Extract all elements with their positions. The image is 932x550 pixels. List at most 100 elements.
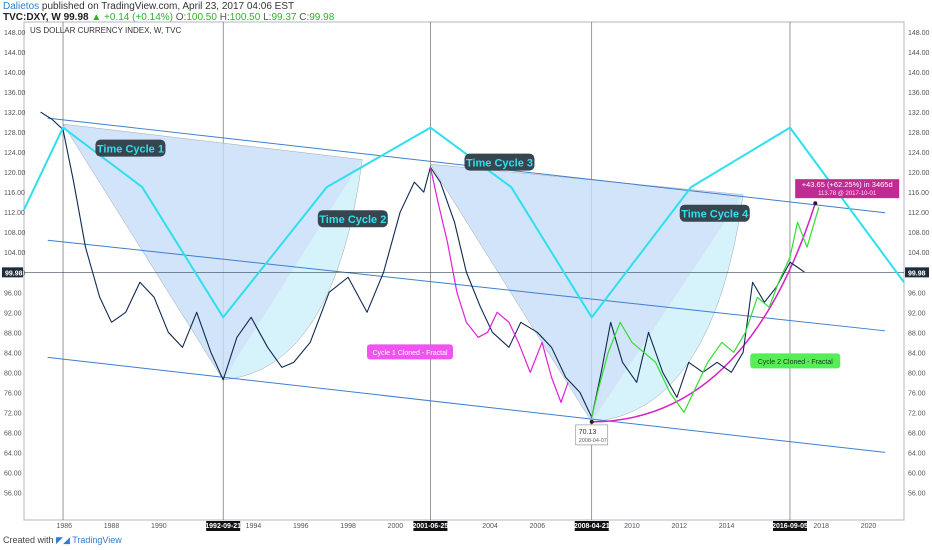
annotation-fractal-2-text: Cycle 2 Cloned - Fractal [758,359,834,366]
annotation-time-cycle-4[interactable]: Time Cycle 4 [679,204,750,222]
publish-line: Dalietos published on TradingView.com, A… [3,1,294,12]
measure-label-line1: +43.65 (+62.25%) in 3465d [802,180,893,189]
y-tick-right: 92.00 [908,310,926,317]
date-marker-bg [413,521,448,531]
measure-label-line2: 113.78 @ 2017-10-01 [818,191,877,197]
high-value: 100.50 [229,12,261,23]
annotation-time-cycle-3[interactable]: Time Cycle 3 [464,153,535,171]
target-point-marker [813,201,818,206]
annotation-time-cycle-2-text: Time Cycle 2 [319,214,386,226]
y-tick-left: 88.00 [4,330,22,337]
change-value: ▲ +0.14 (+0.14%) [91,12,173,23]
y-tick-left: 112.00 [4,210,25,217]
measure-label[interactable]: +43.65 (+62.25%) in 3465d 113.78 @ 2017-1… [795,179,900,199]
channel-line-1 [47,239,886,332]
y-tick-left: 132.00 [4,110,26,117]
y-tick-left: 56.00 [4,490,22,497]
x-tick-label: 1988 [104,523,120,530]
y-tick-left: 124.00 [4,150,26,157]
x-tick-label: 2010 [624,523,640,530]
x-tick-label: 2018 [813,523,829,530]
y-tick-left: 148.00 [4,30,26,37]
x-tick-label: 2006 [530,523,546,530]
y-tick-right: 72.00 [908,410,926,417]
x-tick-label: 2014 [719,523,735,530]
publish-info: published on TradingView.com, April 23, … [41,1,295,12]
y-tick-right: 132.00 [908,110,930,117]
close-value: 99.98 [309,12,335,23]
annotation-time-cycle-3-box [464,153,535,171]
annotation-time-cycle-4-box [679,204,750,222]
y-tick-right: 60.00 [908,470,926,477]
date-marker-bg [772,521,807,531]
low-label[interactable]: 70.13 2008-04-07 [575,424,609,446]
date-marker-label: 2016-09-05 [772,523,808,530]
y-tick-left: 116.00 [4,190,25,197]
last-price: 99.98 [63,12,89,23]
price-tag-left-bg [2,267,23,278]
annotation-time-cycle-2[interactable]: Time Cycle 2 [317,210,388,228]
y-tick-left: 140.00 [4,70,26,77]
y-tick-right: 68.00 [908,430,926,437]
y-tick-right: 56.00 [908,490,926,497]
y-tick-right: 136.00 [908,90,930,97]
y-tick-right: 120.00 [908,170,930,177]
low-label: L: [263,12,272,23]
annotation-fractal-1-box [367,344,454,360]
high-label: H: [219,12,230,23]
y-tick-left: 108.00 [4,230,26,237]
y-tick-right: 80.00 [908,370,926,377]
ohlc-line: TVC:DXY, W 99.98 ▲ +0.14 (+0.14%) O:100.… [3,12,334,23]
annotation-fractal-1[interactable]: Cycle 1 Cloned - Fractal [367,344,454,360]
author-link[interactable]: Dalietos [3,1,40,12]
y-tick-left: 92.00 [4,310,22,317]
annotation-time-cycle-1[interactable]: Time Cycle 1 [95,139,166,157]
annotation-fractal-1-text: Cycle 1 Cloned - Fractal [372,350,448,357]
y-tick-left: 136.00 [4,90,26,97]
annotation-time-cycle-3-text: Time Cycle 3 [466,158,533,170]
y-tick-right: 116.00 [908,190,929,197]
channel-line-2 [47,356,886,453]
tradingview-logo-icon[interactable]: ◤◢ [56,535,70,545]
series-line-3 [23,126,905,319]
tradingview-brand[interactable]: TradingView [72,535,122,545]
x-tick-label: 1996 [293,523,309,530]
x-tick-label: 1994 [246,523,262,530]
date-marker-label: 2008-04-21 [574,523,610,530]
y-tick-left: 60.00 [4,470,22,477]
footer: Created with ◤◢ TradingView [3,535,122,546]
y-tick-right: 64.00 [908,450,926,457]
projection-arc [591,203,817,423]
chart-title: US DOLLAR CURRENCY INDEX, W, TVC [30,26,182,35]
y-tick-left: 120.00 [4,170,26,177]
low-label-date: 2008-04-07 [579,438,607,444]
y-tick-right: 148.00 [908,30,930,37]
measure-label-box [795,179,900,199]
low-label-value: 70.13 [579,429,597,436]
y-tick-left: 76.00 [4,390,22,397]
y-tick-left: 68.00 [4,430,22,437]
x-tick-label: 1986 [56,523,72,530]
x-tick-label: 2020 [861,523,877,530]
close-label: C: [299,12,310,23]
x-tick-label: 2000 [388,523,404,530]
y-tick-right: 76.00 [908,390,926,397]
price-tag-right: 99.98 [908,270,926,277]
date-marker-label: 2001-06-25 [413,523,449,530]
y-tick-left: 128.00 [4,130,26,137]
y-tick-right: 144.00 [908,50,930,57]
y-tick-right: 140.00 [908,70,930,77]
low-value: 99.37 [271,12,297,23]
cycle-1-blue-fill [62,123,363,381]
open-value: 100.50 [186,12,217,23]
date-marker-bg [206,521,241,531]
date-marker-bg [574,521,609,531]
annotation-time-cycle-1-box [95,139,166,157]
y-tick-left: 64.00 [4,450,22,457]
annotation-fractal-2[interactable]: Cycle 2 Cloned - Fractal [750,353,841,369]
low-label-box [575,424,609,446]
y-tick-right: 88.00 [908,330,926,337]
y-tick-left: 72.00 [4,410,22,417]
open-label: O: [175,12,187,23]
